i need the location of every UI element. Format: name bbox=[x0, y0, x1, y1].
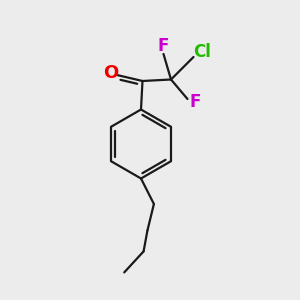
Text: Cl: Cl bbox=[194, 43, 211, 61]
Text: F: F bbox=[158, 37, 169, 55]
Text: O: O bbox=[103, 64, 118, 82]
Text: F: F bbox=[190, 93, 201, 111]
